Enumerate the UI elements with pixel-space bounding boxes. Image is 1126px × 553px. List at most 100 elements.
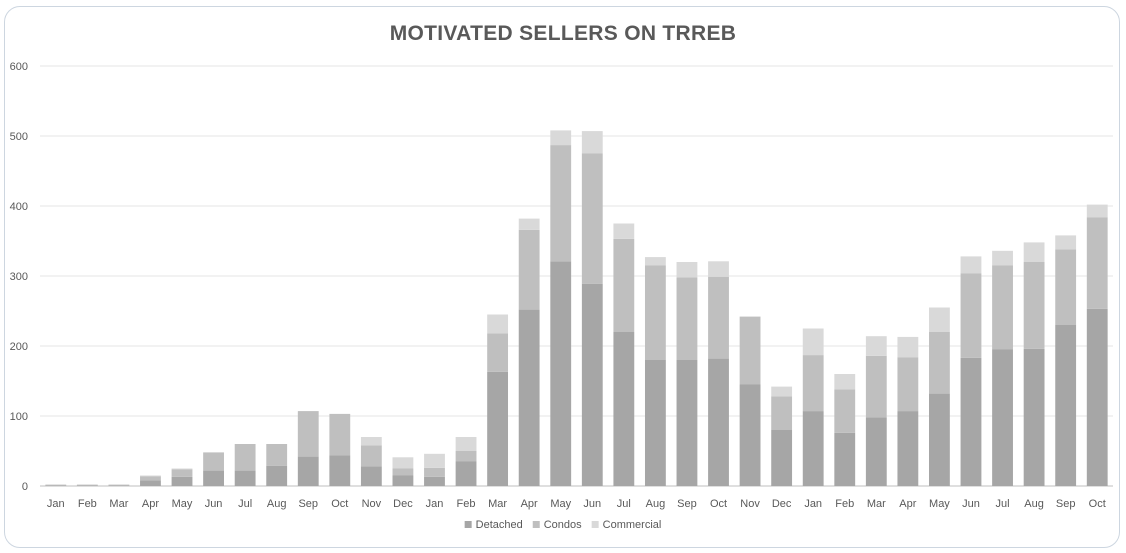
bar-segment-commercial [834, 374, 856, 390]
bar-segment-detached [392, 475, 414, 486]
y-tick-label: 600 [10, 61, 28, 73]
bar-segment-detached [266, 465, 288, 486]
x-tick-label: Oct [331, 498, 348, 510]
x-tick-label: Jul [238, 498, 252, 510]
legend-swatch-condos [532, 521, 540, 528]
y-tick-label: 300 [10, 271, 28, 283]
x-axis-ticks: Jan Feb Mar Apr May Jun Jul Aug Sep Oct Nov Dec Jan F… [47, 498, 1106, 510]
bar-segment-detached [1086, 308, 1108, 486]
y-tick-label: 400 [10, 201, 28, 213]
bar-segment-condos [518, 229, 540, 310]
bar-segment-condos [802, 355, 824, 412]
x-tick-label: Nov [740, 498, 760, 510]
bar-segment-condos [676, 277, 698, 360]
bar-segment-commercial [802, 328, 824, 356]
legend-swatch-commercial [591, 521, 599, 528]
bar-segment-detached [771, 430, 793, 486]
x-tick-label: Sep [677, 498, 697, 510]
bar-segment-condos [234, 444, 256, 471]
bar-segment-detached [613, 332, 635, 486]
x-tick-label: Aug [267, 498, 287, 510]
bar-segment-condos [771, 396, 793, 430]
bar-segment-condos [392, 468, 414, 476]
bar-segment-condos [360, 445, 382, 467]
x-tick-label: Jun [583, 498, 601, 510]
bar-segment-detached [140, 480, 161, 486]
bar-segment-detached [865, 417, 887, 486]
bar-segment-condos [108, 484, 130, 486]
bar-segment-condos [960, 273, 982, 358]
y-tick-label: 500 [10, 131, 28, 143]
x-tick-label: Jul [996, 498, 1010, 510]
bar-segment-condos [487, 333, 509, 372]
bar-segment-commercial [518, 218, 540, 230]
bars [45, 130, 1108, 486]
chart-title: MOTIVATED SELLERS ON TRREB [389, 22, 737, 45]
bar-segment-detached [234, 470, 256, 486]
bar-segment-commercial [392, 457, 414, 469]
bar-segment-commercial [550, 130, 572, 146]
x-tick-label: Mar [867, 498, 886, 510]
bar-segment-detached [45, 485, 67, 486]
x-tick-label: Oct [1089, 498, 1106, 510]
bar-segment-detached [487, 371, 509, 486]
x-tick-label: Apr [142, 498, 159, 510]
bar-segment-condos [739, 316, 761, 385]
bar-segment-commercial [1055, 235, 1077, 250]
bar-segment-commercial [644, 257, 666, 266]
bar-segment-detached [802, 411, 824, 486]
legend-label-detached: Detached [476, 519, 523, 531]
bar-segment-condos [424, 467, 445, 477]
bar-segment-detached [171, 476, 193, 486]
bar-segment-detached [676, 360, 698, 486]
bar-segment-detached [644, 360, 666, 486]
bar-segment-condos [203, 452, 224, 471]
bar-segment-detached [581, 283, 603, 486]
bar-segment-condos [266, 444, 288, 466]
bar-segment-condos [1055, 249, 1077, 325]
x-tick-label: Jun [962, 498, 980, 510]
bar-segment-condos [45, 484, 67, 486]
bar-segment-detached [929, 393, 950, 486]
bar-segment-commercial [960, 256, 982, 274]
x-tick-label: Jul [617, 498, 631, 510]
bar-segment-detached [518, 309, 540, 486]
bar-segment-detached [739, 384, 761, 486]
x-tick-label: Aug [646, 498, 666, 510]
x-tick-label: Jan [47, 498, 65, 510]
x-tick-label: Dec [772, 498, 792, 510]
bar-segment-condos [140, 476, 161, 481]
bar-segment-detached [992, 349, 1013, 486]
bar-segment-detached [329, 455, 351, 486]
y-tick-label: 0 [22, 481, 28, 493]
x-tick-label: Feb [457, 498, 476, 510]
x-tick-label: Apr [521, 498, 538, 510]
bar-segment-condos [708, 276, 729, 359]
bar-segment-detached [203, 470, 224, 486]
legend-label-commercial: Commercial [603, 519, 662, 531]
x-tick-label: Mar [488, 498, 507, 510]
bar-segment-condos [865, 355, 887, 418]
bar-segment-commercial [424, 453, 445, 468]
x-tick-label: Mar [109, 498, 128, 510]
y-tick-label: 100 [10, 411, 28, 423]
bar-segment-detached [455, 461, 477, 486]
bar-segment-detached [550, 261, 572, 486]
bar-segment-commercial [929, 307, 950, 332]
bar-segment-commercial [676, 262, 698, 278]
bar-segment-commercial [992, 250, 1013, 266]
bar-segment-detached [108, 485, 130, 486]
x-tick-label: Jan [804, 498, 822, 510]
bar-segment-condos [550, 145, 572, 262]
bar-segment-detached [897, 411, 919, 486]
legend-label-condos: Condos [544, 519, 582, 531]
bar-segment-condos [1086, 217, 1108, 309]
bar-segment-condos [644, 265, 666, 360]
bar-segment-commercial [581, 131, 603, 154]
x-tick-label: Dec [393, 498, 413, 510]
x-tick-label: May [172, 498, 193, 510]
legend-swatch-detached [464, 521, 472, 528]
x-tick-label: Jun [205, 498, 223, 510]
x-tick-label: Sep [298, 498, 318, 510]
